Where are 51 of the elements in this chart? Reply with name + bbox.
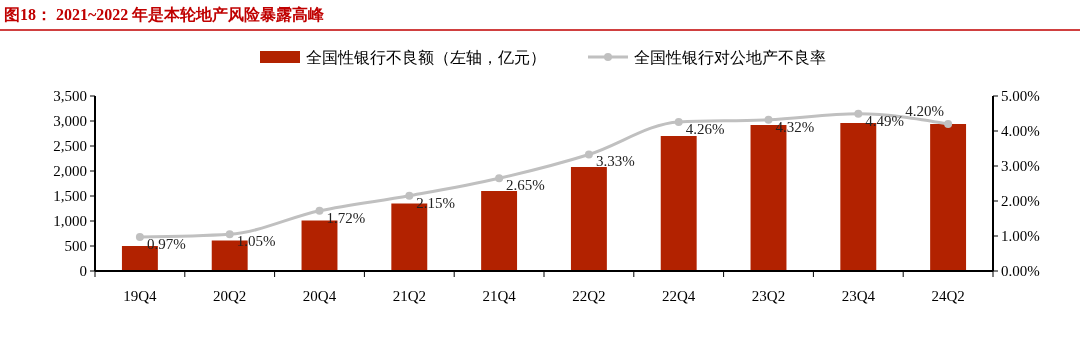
x-tick-label: 20Q4 [302,288,337,304]
data-label: 1.05% [236,233,276,250]
x-tick-label: 21Q4 [482,288,517,304]
y-tick-label: 2,000 [53,163,87,179]
x-tick-label: 19Q4 [123,288,158,304]
point [315,206,324,215]
point [764,115,773,124]
y-tick-label: 2,500 [53,138,87,154]
y-tick-label: 3,500 [53,88,87,104]
data-label: 4.49% [865,112,905,129]
data-label: 4.26% [685,120,725,137]
point [584,150,593,159]
y2-tick-label: 2.00% [1001,193,1040,209]
x-tick-label: 20Q2 [213,288,247,304]
data-label: 3.33% [595,153,635,170]
bar [570,167,607,271]
x-tick-label: 24Q2 [931,288,965,304]
data-label: 1.72% [326,209,366,226]
y-tick-label: 0 [79,263,87,279]
point [674,117,683,126]
point [405,191,414,200]
bar [930,124,967,271]
y-tick-label: 1,500 [53,188,87,204]
data-label: 2.15% [416,194,456,211]
x-tick-label: 23Q2 [751,288,786,304]
x-tick-label: 22Q4 [662,288,696,304]
bar [481,191,518,271]
x-tick-label: 21Q2 [392,288,426,304]
legend-label: 全国性银行对公地产不良率 [634,49,826,66]
y2-tick-label: 4.00% [1001,123,1040,139]
y2-tick-label: 3.00% [1001,158,1040,174]
point [495,174,504,183]
x-tick-label: 23Q4 [841,288,876,304]
point [944,120,953,128]
y2-tick-label: 5.00% [1001,88,1040,104]
legend-label: 全国性银行不良额（左轴，亿元） [306,49,546,66]
point [135,233,144,242]
point [854,109,863,118]
data-label: 4.32% [775,118,815,135]
data-label: 0.97% [146,236,186,253]
point [225,230,234,239]
chart-title: 图18： 2021~2022 年是本轮地产风险暴露高峰 [4,5,326,23]
y2-tick-label: 1.00% [1001,228,1040,244]
y2-tick-label: 0.00% [1001,263,1040,279]
y-tick-label: 3,000 [53,113,87,129]
y-tick-label: 1,000 [53,213,87,229]
y-tick-label: 500 [64,238,87,254]
bar [660,136,697,271]
data-label: 2.65% [506,177,545,194]
data-label: 4.20% [905,103,945,119]
x-tick-label: 22Q2 [572,288,606,304]
